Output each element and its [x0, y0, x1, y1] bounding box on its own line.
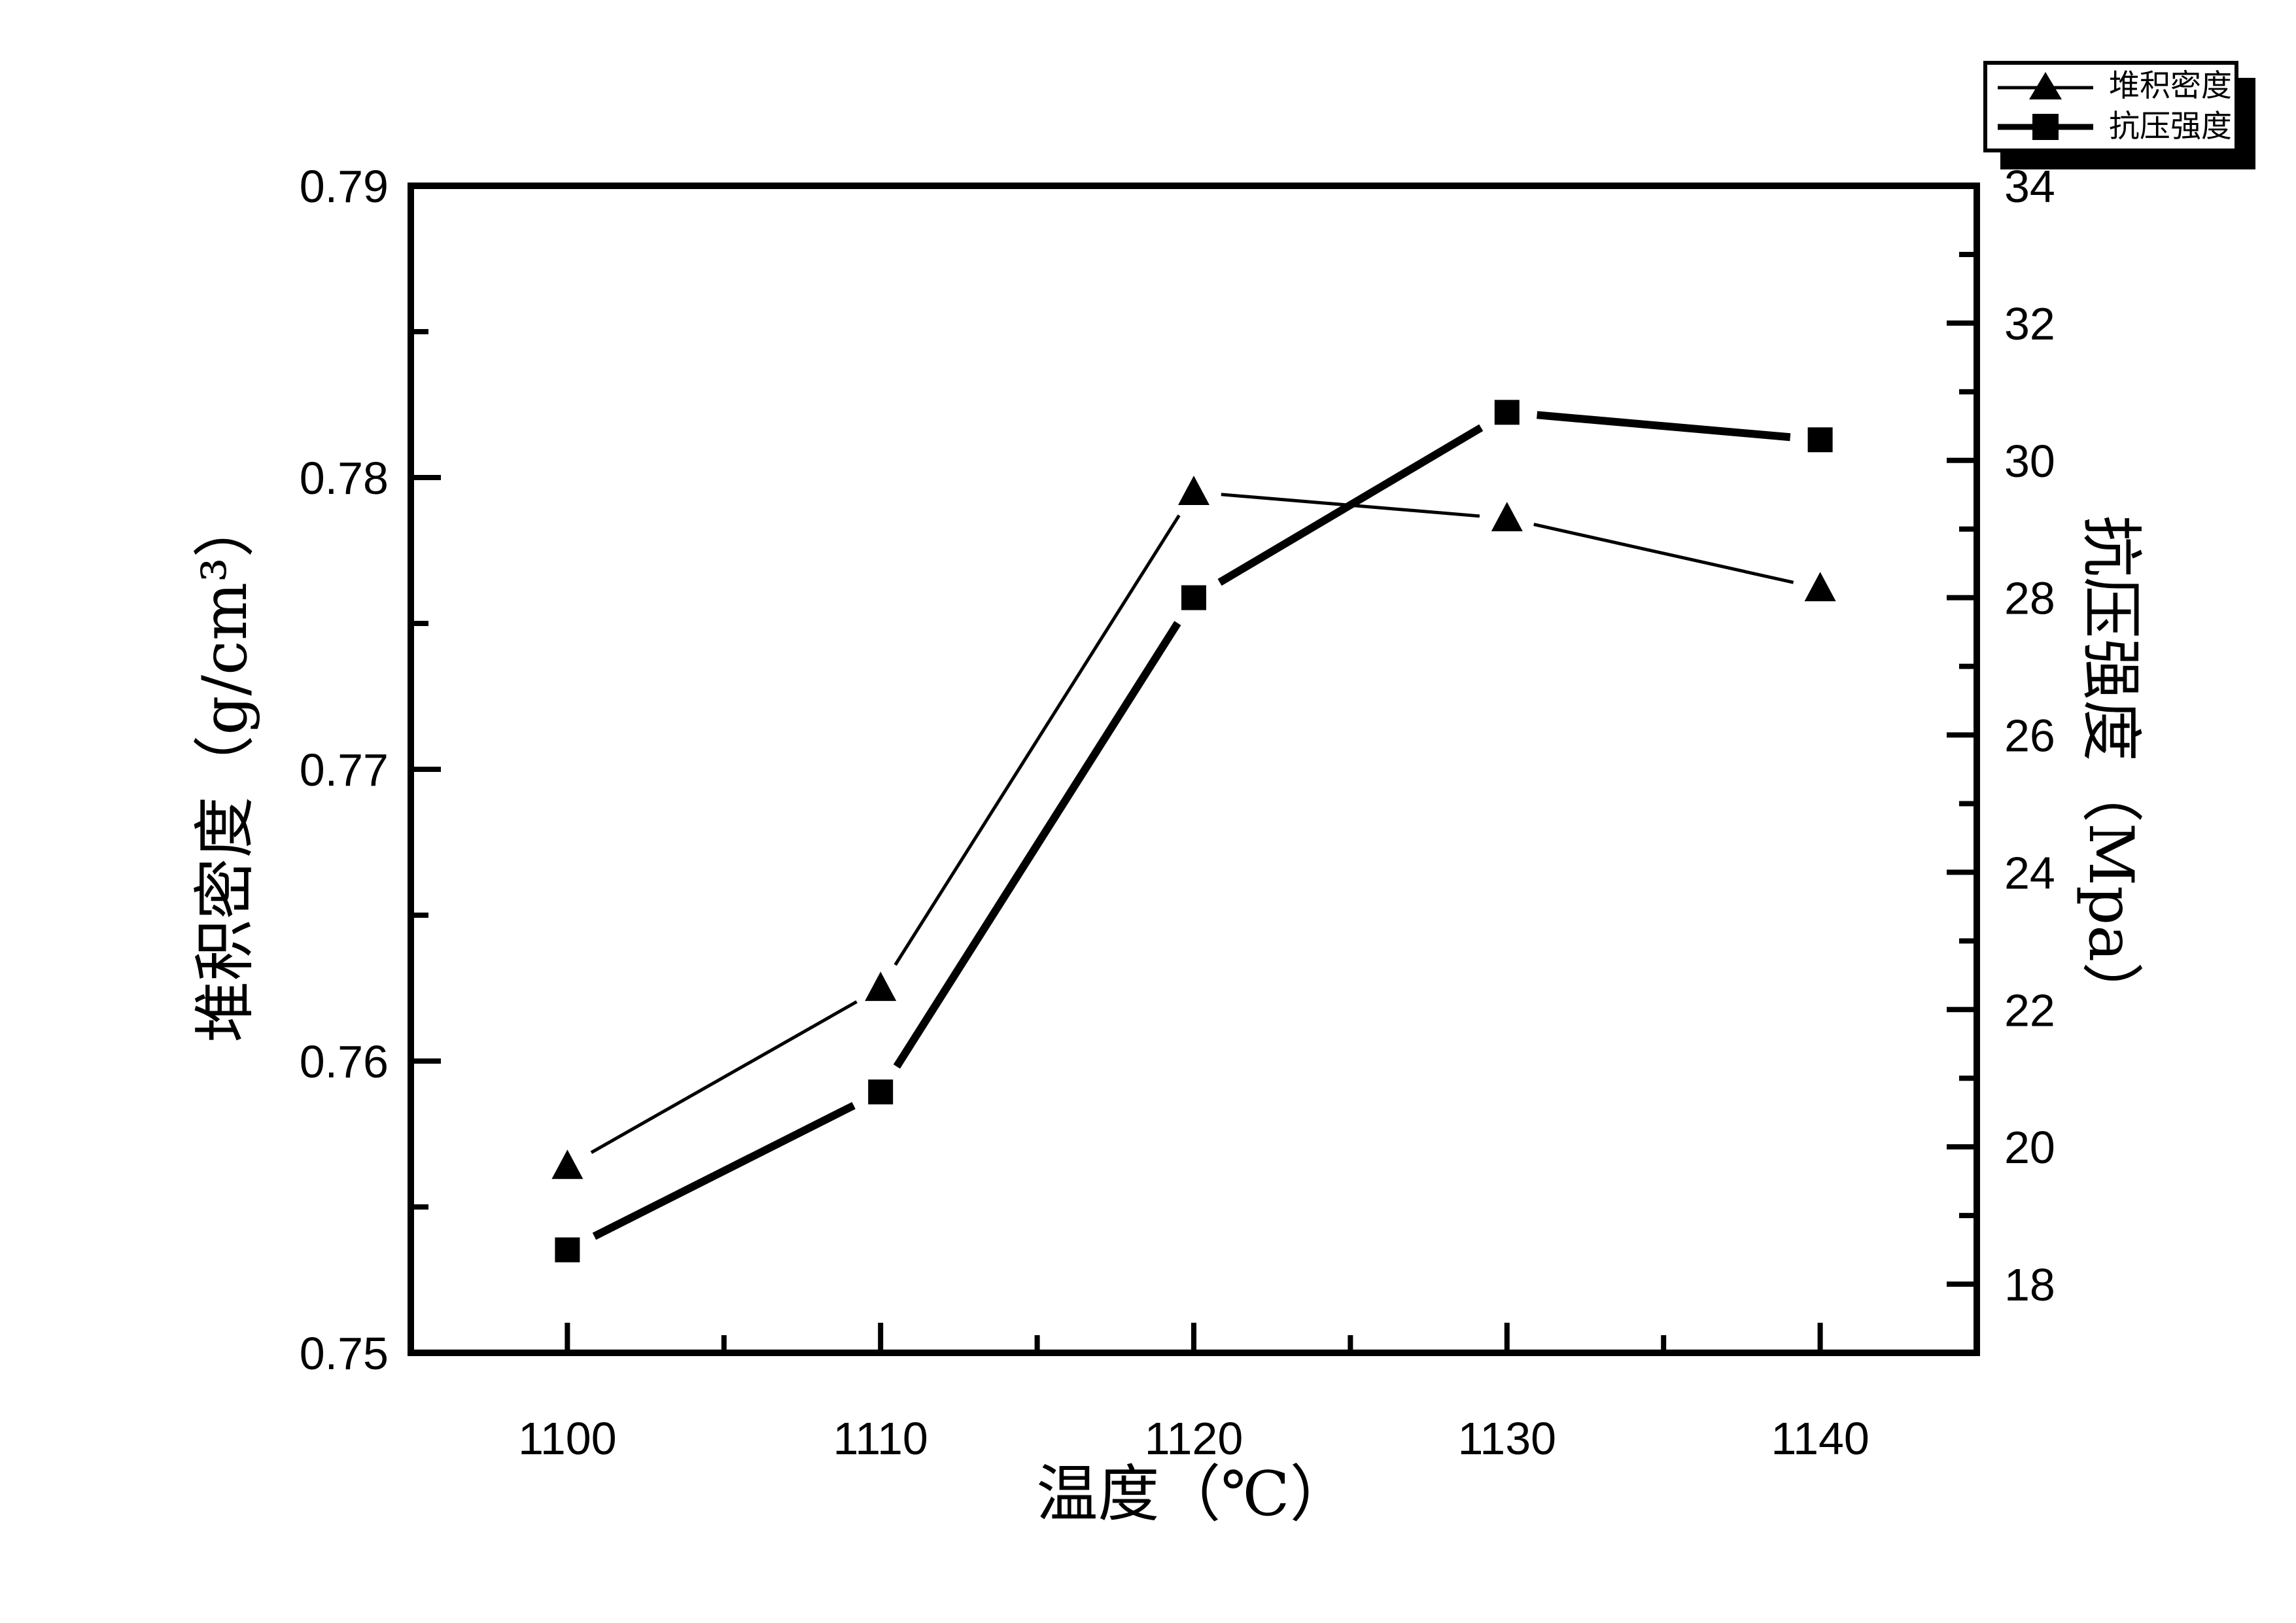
x-axis-title: 温度（℃）	[1036, 1459, 1351, 1530]
x-tick-label: 1130	[1458, 1413, 1557, 1464]
square-marker	[1494, 400, 1520, 425]
right-tick-label: 30	[2004, 436, 2055, 487]
triangle-marker	[1804, 572, 1836, 602]
right-tick-label: 24	[2004, 847, 2055, 898]
triangle-marker	[551, 1149, 583, 1179]
left-tick-label: 0.77	[300, 744, 389, 795]
x-tick-label: 1100	[518, 1413, 617, 1464]
square-marker	[555, 1237, 580, 1263]
square-marker	[1807, 427, 1833, 453]
plot-frame	[408, 183, 1980, 1356]
strength-series-line-segment	[592, 1102, 856, 1240]
left-tick-label: 0.76	[300, 1036, 389, 1087]
legend-triangle-line-icon	[1998, 72, 2093, 99]
legend-entry-strength: 抗压强度	[1996, 109, 2232, 145]
triangle-marker	[865, 971, 897, 1002]
right-tick-label: 34	[2004, 161, 2055, 212]
legend-entry-density: 堆积密度	[1996, 68, 2232, 105]
square-marker	[868, 1079, 894, 1105]
triangle-marker	[1178, 476, 1209, 505]
x-tick-label: 1140	[1771, 1413, 1870, 1464]
strength-series-line-segment	[1537, 411, 1791, 442]
triangle-marker	[1491, 502, 1523, 532]
legend-square-line-icon	[1998, 114, 2093, 140]
square-marker	[1181, 585, 1206, 610]
x-tick-label: 1110	[833, 1413, 928, 1464]
legend-label-density: 堆积密度	[2109, 68, 2232, 105]
density-series-line-segment	[1533, 523, 1794, 584]
right-tick-label: 28	[2004, 573, 2055, 624]
legend: 堆积密度 抗压强度	[1983, 61, 2238, 152]
left-axis-title: 堆积密度（g/cm³）	[190, 496, 261, 1043]
left-tick-label: 0.75	[300, 1328, 389, 1379]
left-tick-label: 0.78	[300, 453, 389, 504]
right-tick-label: 26	[2004, 710, 2055, 761]
legend-label-strength: 抗压强度	[2109, 109, 2232, 145]
strength-series-line-segment	[893, 621, 1181, 1069]
right-axis-title: 抗压强度（Mpa）	[2075, 515, 2146, 1024]
left-tick-label: 0.79	[300, 161, 389, 212]
right-tick-label: 20	[2004, 1122, 2055, 1173]
density-series-line-segment	[590, 1000, 858, 1154]
strength-series-line-segment	[1217, 424, 1484, 586]
x-tick-label: 1120	[1145, 1413, 1244, 1464]
right-tick-label: 18	[2004, 1259, 2055, 1310]
density-series-line-segment	[894, 514, 1181, 966]
right-tick-label: 22	[2004, 985, 2055, 1036]
right-tick-label: 32	[2004, 298, 2055, 349]
